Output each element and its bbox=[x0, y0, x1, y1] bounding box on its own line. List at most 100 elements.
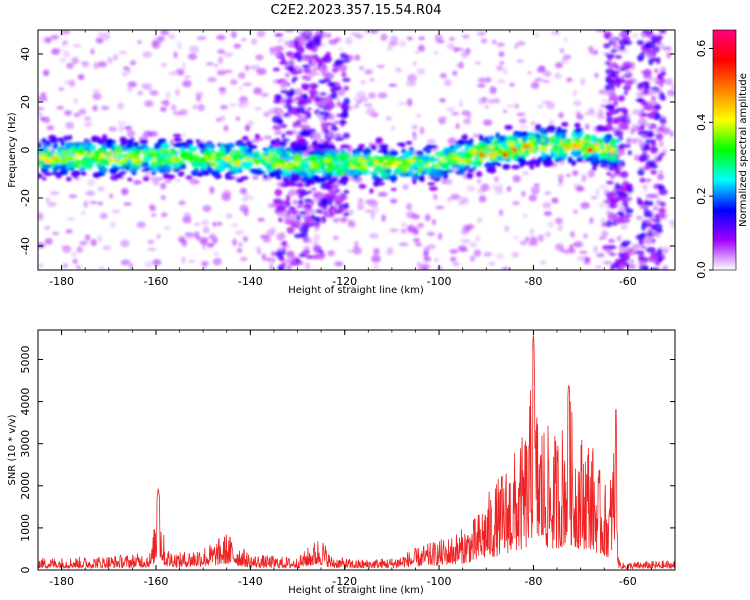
noise-blob bbox=[201, 219, 210, 227]
band-blob bbox=[129, 137, 135, 141]
noise-column-blob bbox=[659, 117, 667, 125]
noise-column-blob bbox=[276, 205, 286, 213]
noise-blob bbox=[44, 226, 51, 230]
noise-blob bbox=[95, 37, 104, 44]
noise-blob bbox=[178, 236, 186, 243]
noise-blob bbox=[77, 74, 85, 80]
band-blob bbox=[177, 171, 185, 177]
band-blob bbox=[399, 142, 406, 148]
band-blob bbox=[159, 169, 167, 174]
band-blob bbox=[529, 164, 535, 170]
band-blob bbox=[512, 134, 519, 139]
noise-blob bbox=[550, 30, 561, 36]
noise-blob bbox=[174, 178, 182, 183]
noise-blob bbox=[185, 232, 195, 239]
spectrogram-x-axis-label: Height of straight line (km) bbox=[288, 285, 424, 296]
band-blob bbox=[215, 164, 225, 169]
noise-column-blob bbox=[339, 144, 350, 149]
band-blob bbox=[538, 128, 546, 133]
band-blob bbox=[505, 136, 515, 143]
noise-column-blob bbox=[338, 120, 348, 125]
band-blob bbox=[60, 149, 70, 156]
band-blob bbox=[298, 170, 308, 178]
snr-y-tick-label: 2000 bbox=[19, 472, 32, 500]
noise-blob bbox=[181, 133, 187, 137]
noise-column-blob bbox=[606, 54, 616, 59]
snr-x-tick-label: -120 bbox=[332, 575, 357, 588]
noise-column-blob bbox=[327, 208, 332, 212]
noise-column-blob bbox=[611, 70, 621, 75]
band-blob bbox=[386, 162, 392, 166]
noise-blob bbox=[506, 104, 516, 108]
band-blob bbox=[55, 151, 62, 156]
band-blob bbox=[428, 186, 438, 191]
band-blob bbox=[439, 157, 446, 163]
noise-blob bbox=[267, 203, 275, 209]
noise-column-blob bbox=[638, 154, 649, 162]
noise-blob bbox=[488, 261, 496, 266]
band-blob bbox=[141, 161, 150, 168]
band-blob bbox=[142, 176, 150, 182]
noise-blob bbox=[364, 209, 375, 213]
spectrogram-y-tick-label: 40 bbox=[19, 47, 32, 61]
noise-blob bbox=[389, 35, 399, 44]
noise-blob bbox=[385, 249, 394, 256]
band-blob bbox=[93, 149, 102, 156]
band-blob bbox=[161, 142, 170, 150]
band-blob bbox=[489, 157, 497, 161]
band-blob bbox=[300, 144, 308, 152]
noise-blob bbox=[224, 69, 233, 74]
band-blob bbox=[294, 178, 299, 182]
noise-column-blob bbox=[302, 93, 308, 100]
noise-blob bbox=[389, 198, 398, 204]
band-blob bbox=[244, 156, 254, 162]
noise-blob bbox=[415, 113, 422, 118]
noise-blob bbox=[100, 105, 110, 111]
noise-column-blob bbox=[657, 184, 665, 191]
noise-blob bbox=[579, 250, 588, 254]
noise-blob bbox=[473, 249, 482, 257]
noise-blob bbox=[448, 137, 457, 145]
noise-blob bbox=[168, 71, 179, 76]
band-blob bbox=[357, 144, 366, 148]
band-blob bbox=[126, 152, 136, 160]
noise-blob bbox=[376, 64, 385, 69]
noise-blob bbox=[598, 202, 606, 208]
noise-column-blob bbox=[655, 133, 664, 141]
noise-column-blob bbox=[610, 85, 615, 92]
band-blob bbox=[232, 153, 241, 159]
noise-blob bbox=[164, 179, 172, 184]
noise-blob bbox=[666, 51, 672, 59]
noise-blob bbox=[506, 185, 512, 192]
noise-column-blob bbox=[307, 59, 313, 65]
band-blob bbox=[374, 178, 382, 182]
band-blob bbox=[430, 145, 438, 149]
noise-blob bbox=[620, 224, 628, 230]
noise-blob bbox=[543, 70, 552, 77]
noise-blob bbox=[601, 222, 607, 228]
noise-column-blob bbox=[278, 60, 289, 66]
band-blob bbox=[115, 173, 122, 178]
noise-blob bbox=[72, 258, 78, 265]
noise-blob bbox=[143, 130, 153, 138]
noise-column-blob bbox=[617, 211, 625, 216]
noise-blob bbox=[632, 243, 640, 250]
noise-blob bbox=[234, 230, 245, 235]
noise-column-blob bbox=[312, 38, 322, 47]
band-blob bbox=[214, 152, 222, 158]
band-blob bbox=[200, 163, 207, 167]
noise-column-blob bbox=[651, 231, 658, 236]
noise-column-blob bbox=[278, 217, 283, 223]
noise-blob bbox=[244, 124, 251, 132]
noise-column-blob bbox=[647, 100, 658, 105]
noise-column-blob bbox=[612, 117, 623, 123]
noise-blob bbox=[90, 238, 98, 247]
band-blob bbox=[575, 128, 581, 134]
noise-blob bbox=[98, 266, 105, 270]
noise-column-blob bbox=[625, 183, 634, 191]
noise-blob bbox=[557, 173, 564, 181]
band-blob bbox=[77, 148, 85, 155]
band-blob bbox=[175, 159, 182, 164]
noise-blob bbox=[533, 33, 540, 38]
band-blob bbox=[583, 152, 588, 159]
